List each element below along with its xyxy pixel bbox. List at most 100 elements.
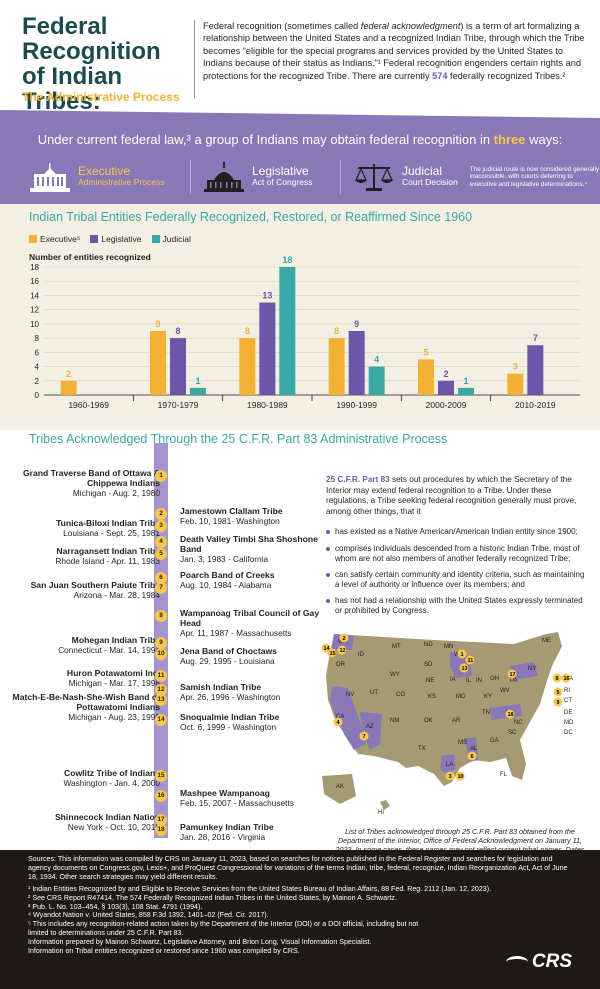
timeline-number: 18 xyxy=(155,824,167,836)
svg-text:ND: ND xyxy=(424,642,433,648)
svg-text:KS: KS xyxy=(428,694,436,700)
svg-text:IA: IA xyxy=(450,677,456,683)
header-divider xyxy=(194,20,195,98)
timeline-number: 17 xyxy=(155,814,167,826)
tribes-title: Tribes Acknowledged Through the 25 C.F.R… xyxy=(29,432,448,446)
legend-executive: Executive⁵ xyxy=(29,234,80,244)
svg-text:NM: NM xyxy=(390,718,399,724)
svg-text:OH: OH xyxy=(490,676,499,682)
svg-text:AR: AR xyxy=(452,718,461,724)
svg-text:SC: SC xyxy=(508,730,517,736)
tribe-name: Shinnecock Indian Nation xyxy=(54,812,160,822)
tribe-name: Cowlitz Tribe of Indians xyxy=(64,768,160,778)
svg-text:10: 10 xyxy=(458,774,464,780)
tribe-name: Mashpee Wampanoag xyxy=(180,788,270,798)
tribe-count: 574 xyxy=(432,70,448,81)
bar-value-label: 13 xyxy=(262,291,272,301)
bar-judicial xyxy=(368,366,385,395)
bar-value-label: 4 xyxy=(374,355,379,365)
executive-title: Executive xyxy=(78,164,131,178)
recognition-ways-band: Under current federal law,³ a group of I… xyxy=(0,110,600,204)
svg-text:LA: LA xyxy=(446,762,453,768)
tribe-meta: Aug. 29, 1995 - Louisiana xyxy=(180,656,275,666)
tribe-entry: Shinnecock Indian Nation New York - Oct. … xyxy=(10,812,160,832)
timeline-number: 7 xyxy=(155,582,167,594)
svg-text:FL: FL xyxy=(500,772,508,778)
tribe-entry: Death Valley Timbi Sha Shoshone Band Jan.… xyxy=(180,534,325,564)
us-mainland xyxy=(326,632,562,786)
tribe-meta: Oct. 6, 1999 - Washington xyxy=(180,722,277,732)
bar-legislative xyxy=(170,338,186,395)
tribe-name: Tunica-Biloxi Indian Tribe xyxy=(56,518,160,528)
x-tick-label: 1990-1999 xyxy=(336,400,377,410)
tribe-name: Narragansett Indian Tribe xyxy=(56,546,160,556)
legend-legislative: Legislative xyxy=(90,234,142,244)
alaska xyxy=(322,774,356,804)
bar-judicial xyxy=(190,387,206,395)
bar-value-label: 9 xyxy=(354,319,359,329)
svg-text:IN: IN xyxy=(476,678,482,684)
bar-value-label: 8 xyxy=(175,326,180,336)
tribe-name: Jena Band of Choctaws xyxy=(180,646,277,656)
svg-text:CT: CT xyxy=(564,698,572,704)
footnote-2: ² See CRS Report R47414, The 574 Federal… xyxy=(28,893,397,902)
way-legislative: Legislative Act of Congress xyxy=(202,160,312,194)
bar-legislative xyxy=(348,331,365,395)
svg-text:ME: ME xyxy=(542,638,551,644)
svg-text:MO: MO xyxy=(456,694,466,700)
timeline-number: 3 xyxy=(155,520,167,532)
y-tick-label: 8 xyxy=(35,334,40,343)
svg-text:MN: MN xyxy=(444,644,453,650)
y-tick-label: 6 xyxy=(35,348,40,357)
svg-text:GA: GA xyxy=(490,738,499,744)
bar-value-label: 1 xyxy=(463,376,468,386)
svg-text:CO: CO xyxy=(396,692,405,698)
x-tick-label: 2010-2019 xyxy=(515,400,556,410)
intro-text: Federal recognition (sometimes called fe… xyxy=(203,21,585,81)
svg-text:RI: RI xyxy=(564,688,570,694)
way-judicial: Judicial Court Decision The judicial rout… xyxy=(352,160,600,194)
timeline-number: 2 xyxy=(155,508,167,520)
y-axis-label: Number of entities recognized xyxy=(29,252,151,262)
y-tick-label: 16 xyxy=(30,277,39,286)
timeline-number: 14 xyxy=(155,714,167,726)
way-executive: Executive Administrative Process xyxy=(28,160,164,194)
svg-text:NE: NE xyxy=(426,678,434,684)
tribe-entry: Snoqualmie Indian Tribe Oct. 6, 1999 - Wa… xyxy=(180,712,325,732)
svg-text:5: 5 xyxy=(557,690,560,696)
tribe-entry: Wampanoag Tribal Council of Gay Head Apr.… xyxy=(180,608,325,638)
svg-text:NY: NY xyxy=(528,666,536,672)
svg-text:12: 12 xyxy=(340,648,346,654)
tribe-entry: Grand Traverse Band of Ottawa & Chippewa… xyxy=(10,468,160,498)
bar-value-label: 1 xyxy=(195,376,200,386)
judicial-note: The judicial route is now considered gen… xyxy=(469,165,600,188)
state-ca-highlight xyxy=(330,686,366,750)
svg-text:TX: TX xyxy=(418,746,426,752)
svg-text:TN: TN xyxy=(482,710,490,716)
legend-judicial: Judicial xyxy=(151,234,191,244)
bar-executive xyxy=(239,338,256,395)
tribe-name: Huron Potawatomi Inc. xyxy=(66,668,160,678)
svg-text:WV: WV xyxy=(500,688,510,694)
timeline-number: 8 xyxy=(155,610,167,622)
tribe-meta: Jan. 3, 1983 - California xyxy=(180,554,269,564)
svg-text:ID: ID xyxy=(358,652,365,658)
judicial-title: Judicial xyxy=(402,164,443,178)
chart-section: Indian Tribal Entities Federally Recogni… xyxy=(0,204,600,430)
svg-text:16: 16 xyxy=(564,676,570,682)
tribe-meta: Louisiana - Sept. 25, 1981 xyxy=(63,528,160,538)
svg-text:18: 18 xyxy=(508,712,514,718)
tribes-section: Tribes Acknowledged Through the 25 C.F.R… xyxy=(0,430,600,871)
bar-judicial xyxy=(458,387,474,395)
svg-text:AL: AL xyxy=(470,746,478,752)
tribe-entry: Poarch Band of Creeks Aug. 10, 1984 - Ala… xyxy=(180,570,325,590)
footnote-5: ⁵ This includes any recognition-related … xyxy=(28,920,419,938)
tribe-entry: Mohegan Indian Tribe Connecticut - Mar. 1… xyxy=(10,635,160,655)
svg-text:HI: HI xyxy=(378,810,384,816)
y-tick-label: 4 xyxy=(35,363,40,372)
svg-text:8: 8 xyxy=(556,676,559,682)
tribe-meta: Arizona - Mar. 28, 1984 xyxy=(73,590,160,600)
way-separator xyxy=(190,160,191,194)
svg-text:2: 2 xyxy=(343,636,346,642)
